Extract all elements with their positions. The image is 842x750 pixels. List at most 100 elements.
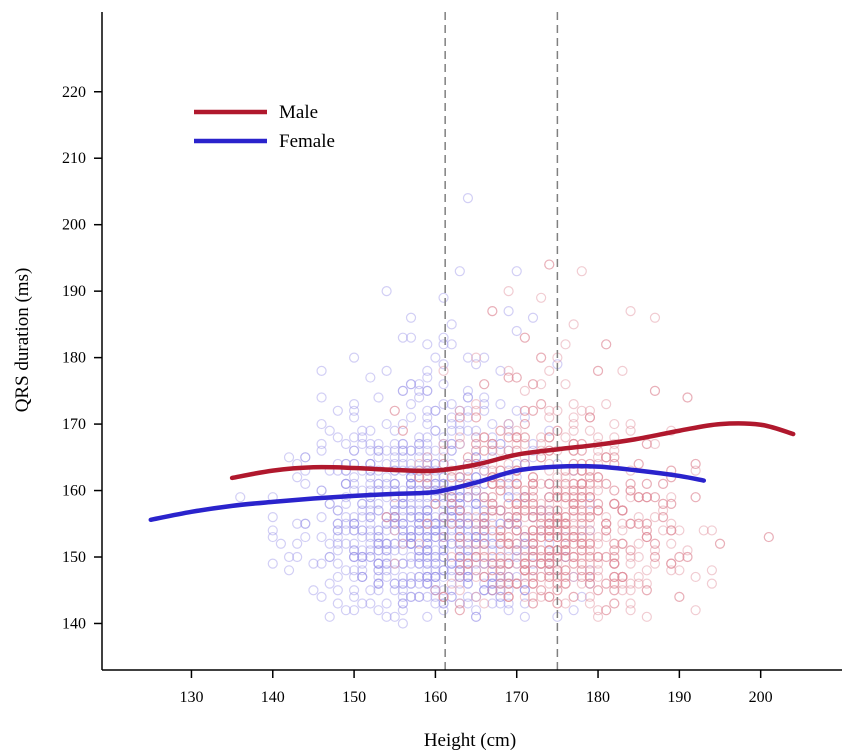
scatter-point [584, 571, 596, 583]
scatter-point [430, 525, 441, 536]
scatter-point [414, 525, 425, 536]
scatter-point [698, 525, 709, 536]
scatter-point [552, 505, 563, 516]
scatter-point [519, 405, 530, 416]
scatter-point [519, 565, 530, 576]
scatter-point [609, 498, 620, 509]
scatter-point [544, 558, 555, 569]
scatter-point [462, 565, 474, 576]
scatter-point [422, 578, 433, 589]
scatter-point [438, 438, 449, 450]
scatter-point [381, 538, 392, 549]
scatter-point [373, 531, 384, 543]
scatter-point [446, 505, 457, 516]
scatter-point [462, 425, 474, 436]
scatter-point [544, 591, 555, 602]
scatter-point [519, 538, 530, 549]
scatter-point [527, 551, 539, 563]
scatter-point [438, 551, 449, 563]
scatter-point [519, 492, 530, 503]
scatter-point [430, 531, 441, 543]
scatter-point [592, 531, 604, 543]
scatter-point [576, 492, 587, 503]
scatter-point [348, 512, 360, 523]
scatter-point [568, 571, 579, 583]
scatter-point [438, 472, 449, 483]
scatter-point [527, 551, 539, 563]
scatter-point [487, 598, 498, 609]
scatter-point [592, 585, 604, 596]
scatter-point [479, 571, 490, 583]
scatter-point [527, 538, 539, 549]
scatter-point [495, 505, 506, 516]
scatter-point [503, 512, 514, 523]
scatter-point [405, 538, 417, 549]
scatter-point [503, 591, 514, 602]
scatter-point [601, 551, 612, 563]
scatter-point [592, 452, 604, 463]
scatter-point [568, 498, 579, 509]
scatter-point [414, 385, 425, 396]
scatter-point [479, 465, 490, 476]
scatter-point [389, 478, 400, 489]
scatter-point [430, 525, 441, 536]
scatter-point [389, 525, 400, 536]
scatter-point [576, 485, 587, 496]
scatter-point [462, 518, 474, 529]
scatter-point [511, 498, 522, 509]
scatter-point [446, 578, 457, 589]
scatter-point [348, 352, 360, 363]
scatter-point [576, 531, 587, 543]
scatter-point [438, 591, 449, 602]
scatter-point [446, 498, 457, 509]
scatter-point [641, 525, 652, 536]
scatter-point [536, 558, 547, 569]
scatter-point [381, 551, 392, 563]
scatter-point [462, 571, 474, 583]
scatter-point [519, 578, 530, 589]
scatter-point [584, 525, 596, 536]
scatter-point [568, 498, 579, 509]
scatter-point [462, 598, 474, 609]
scatter-point [487, 571, 498, 583]
scatter-point [422, 478, 433, 489]
scatter-point [422, 571, 433, 583]
scatter-point [527, 538, 539, 549]
scatter-point [470, 571, 482, 583]
scatter-point [625, 492, 636, 503]
scatter-point [519, 432, 530, 443]
scatter-point [389, 425, 400, 436]
scatter-point [414, 525, 425, 536]
scatter-point [536, 558, 547, 569]
scatter-point [511, 518, 522, 529]
scatter-point [503, 286, 514, 297]
scatter-point [601, 478, 612, 489]
scatter-point [454, 438, 465, 450]
scatter-point [454, 518, 465, 529]
scatter-point [470, 518, 482, 529]
scatter-point [527, 525, 539, 536]
scatter-point [527, 512, 539, 523]
scatter-point [503, 538, 514, 549]
scatter-point [560, 379, 571, 390]
scatter-point [536, 531, 547, 543]
scatter-point [462, 392, 474, 403]
scatter-point [487, 498, 498, 509]
scatter-point [316, 438, 327, 450]
scatter-point [283, 565, 295, 576]
scatter-point [470, 412, 482, 423]
scatter-point [373, 538, 384, 549]
scatter-point [544, 545, 555, 556]
scatter-point [511, 525, 522, 536]
scatter-point [340, 605, 352, 616]
scatter-point [714, 538, 726, 549]
scatter-point [495, 578, 506, 589]
scatter-point [438, 438, 449, 450]
scatter-point [340, 498, 352, 509]
scatter-point [536, 505, 547, 516]
scatter-point [462, 512, 474, 523]
scatter-point [365, 512, 376, 523]
scatter-point [235, 492, 246, 503]
scatter-point [438, 498, 449, 509]
